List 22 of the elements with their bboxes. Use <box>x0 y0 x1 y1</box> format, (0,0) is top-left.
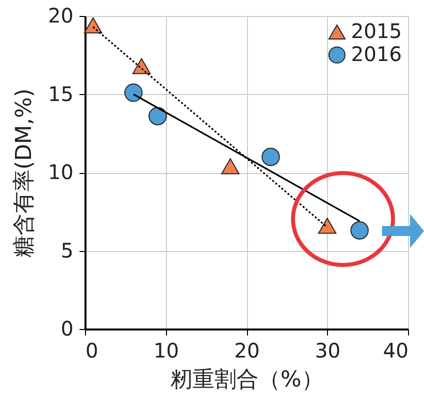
x-tick-label: 0 <box>86 338 98 362</box>
x-tick-label: 40 <box>383 338 408 362</box>
point <box>221 158 240 174</box>
y-tick-label: 15 <box>48 82 74 106</box>
x-tick-label: 10 <box>154 338 179 362</box>
point <box>318 218 336 234</box>
y-tick-label: 0 <box>60 316 74 340</box>
y-tick-label: 10 <box>48 160 74 184</box>
point <box>124 84 143 102</box>
y-tick-label: 20 <box>48 4 74 28</box>
x-tick-label: 20 <box>234 338 260 362</box>
legend-label: 2016 <box>351 42 402 66</box>
x-axis-title: 籾重割合（%） <box>170 368 324 392</box>
y-tick-label: 5 <box>60 238 74 262</box>
point <box>148 107 167 126</box>
point <box>262 148 280 166</box>
legend-label: 2015 <box>351 19 402 43</box>
point <box>84 17 102 34</box>
y-axis-title: 糖含有率(DM,%) <box>12 88 38 258</box>
point <box>132 58 151 74</box>
point <box>350 221 369 240</box>
x-tick-label: 30 <box>315 338 340 362</box>
